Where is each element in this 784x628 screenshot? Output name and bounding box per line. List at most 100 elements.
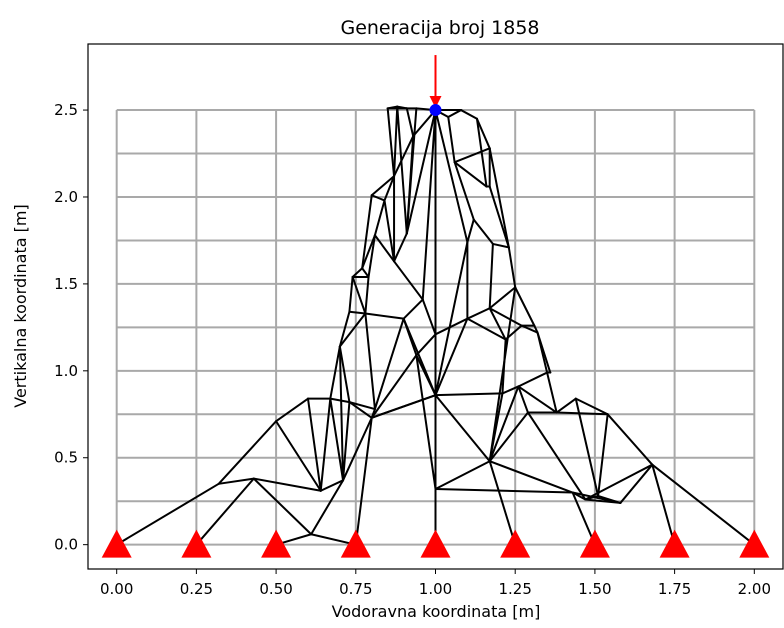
truss-member	[348, 401, 376, 411]
truss-member	[338, 310, 351, 348]
x-tick-label: 0.25	[180, 580, 213, 598]
truss-member	[466, 317, 507, 341]
truss-member	[370, 394, 437, 419]
truss-member	[383, 175, 396, 202]
truss-member	[351, 267, 364, 278]
truss-member	[354, 416, 373, 546]
truss-member	[361, 194, 373, 270]
y-ticks: 0.0 0.5 1.0 1.5 2.0 2.5	[54, 101, 88, 554]
truss-member	[393, 135, 415, 178]
truss-member	[348, 401, 373, 419]
y-axis-label: Vertikalna koordinata [m]	[11, 204, 30, 407]
truss-member	[329, 345, 341, 400]
support-triangle	[101, 529, 132, 558]
support-triangle	[420, 529, 451, 558]
truss-member	[651, 463, 756, 546]
truss-member	[393, 105, 399, 178]
truss-member	[434, 394, 491, 463]
truss-member	[488, 460, 574, 494]
support-triangle	[579, 529, 610, 558]
truss-member	[488, 307, 523, 327]
truss-member	[396, 105, 408, 110]
truss-member	[348, 275, 354, 313]
truss-member	[415, 354, 437, 397]
truss-member	[370, 175, 396, 197]
truss-member	[574, 397, 600, 497]
truss-member	[351, 275, 367, 315]
truss-member	[393, 232, 408, 263]
truss-member	[415, 333, 437, 357]
truss-member	[405, 107, 415, 138]
truss-member	[517, 385, 558, 414]
truss-member	[383, 199, 396, 263]
truss-member	[373, 199, 386, 237]
truss-member	[319, 479, 345, 492]
support-triangle	[500, 529, 531, 558]
x-tick-label: 1.50	[578, 580, 611, 598]
truss-member	[361, 267, 370, 278]
truss-member	[526, 411, 587, 501]
truss-member	[405, 109, 437, 235]
truss-member	[217, 477, 255, 485]
truss-member	[619, 463, 654, 504]
truss-member	[488, 411, 529, 463]
truss-member	[329, 397, 351, 404]
truss-member	[348, 310, 367, 315]
truss-member	[405, 107, 418, 235]
support-triangle	[659, 529, 690, 558]
y-tick-label: 0.0	[54, 536, 78, 554]
load-point	[429, 104, 442, 117]
truss-member	[434, 317, 469, 336]
truss-member	[195, 477, 255, 546]
truss-member	[338, 345, 345, 482]
truss-member	[306, 397, 322, 492]
truss-member	[275, 420, 322, 492]
truss-member	[488, 286, 517, 463]
truss-member	[584, 463, 654, 501]
x-tick-label: 2.00	[738, 580, 771, 598]
load	[429, 55, 442, 117]
truss-member	[517, 371, 549, 388]
support-triangle	[340, 529, 371, 558]
truss-member	[370, 354, 418, 419]
truss-member	[434, 392, 504, 397]
truss-member	[434, 241, 469, 397]
truss-member	[488, 307, 507, 341]
x-tick-label: 0.00	[100, 580, 133, 598]
supports	[101, 529, 770, 558]
y-tick-label: 1.5	[54, 275, 78, 293]
truss-member	[217, 420, 278, 485]
truss-member	[319, 397, 332, 492]
truss-member	[275, 397, 309, 423]
y-tick-label: 2.5	[54, 101, 78, 119]
truss-member	[364, 312, 376, 411]
support-triangle	[261, 529, 292, 558]
truss-member	[466, 307, 491, 320]
truss-member	[252, 477, 313, 536]
truss-member	[517, 385, 529, 414]
truss-member	[475, 117, 488, 188]
truss-member	[571, 491, 596, 546]
truss-member	[434, 109, 469, 244]
truss-member	[421, 109, 437, 301]
truss-member	[370, 194, 386, 202]
truss-member	[488, 286, 517, 310]
x-tick-label: 0.75	[339, 580, 372, 598]
truss-member	[252, 477, 322, 492]
truss-member	[373, 317, 405, 411]
x-tick-label: 1.00	[419, 580, 452, 598]
chart-title: Generacija broj 1858	[340, 17, 539, 39]
truss-member	[367, 234, 376, 278]
truss-member	[373, 234, 396, 263]
y-tick-label: 2.0	[54, 188, 78, 206]
truss-member	[491, 242, 510, 249]
truss-member	[310, 533, 357, 546]
truss-member	[536, 331, 549, 374]
truss-member	[338, 345, 351, 404]
truss-member	[342, 416, 373, 482]
truss-member	[364, 312, 405, 320]
truss-member	[571, 491, 622, 504]
truss-member	[546, 371, 558, 414]
x-axis-label: Vodoravna koordinata [m]	[332, 602, 541, 621]
